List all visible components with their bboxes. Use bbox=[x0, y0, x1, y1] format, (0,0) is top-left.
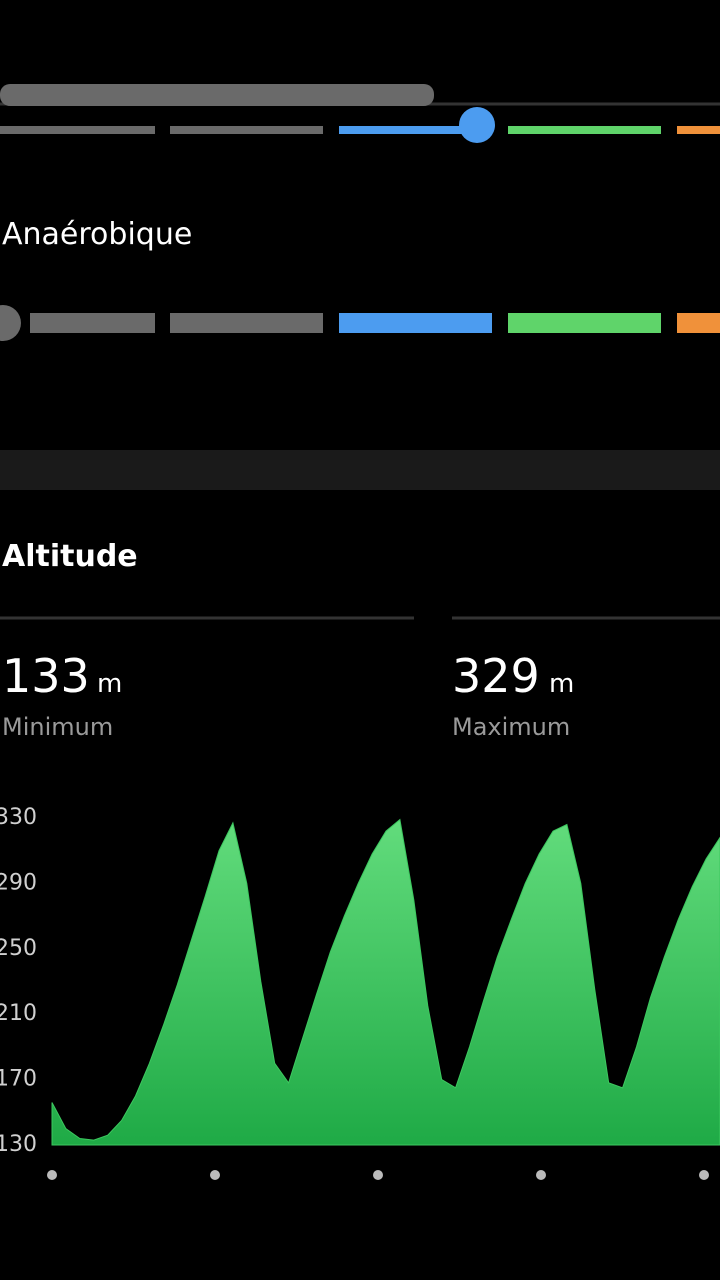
zone-segment bbox=[339, 313, 492, 333]
x-dot bbox=[210, 1170, 220, 1180]
zone-indicator bbox=[0, 305, 21, 341]
zone-segment bbox=[508, 126, 661, 134]
zone-segment bbox=[170, 313, 323, 333]
stat-label: Minimum bbox=[2, 713, 113, 741]
stat-value: 329 bbox=[452, 649, 540, 703]
x-dot bbox=[699, 1170, 709, 1180]
stat-label: Maximum bbox=[452, 713, 570, 741]
zone-segment bbox=[677, 126, 720, 134]
zone-segment bbox=[170, 126, 323, 134]
y-tick-label: 290 bbox=[0, 870, 37, 895]
zone-segment bbox=[0, 126, 155, 134]
zone-segment bbox=[677, 313, 720, 333]
y-tick-label: 210 bbox=[0, 1001, 37, 1026]
stat-unit: m bbox=[549, 669, 574, 699]
y-tick-label: 250 bbox=[0, 936, 37, 961]
y-tick-label: 130 bbox=[0, 1132, 37, 1157]
y-tick-label: 170 bbox=[0, 1067, 37, 1092]
x-dot bbox=[373, 1170, 383, 1180]
zone-indicator bbox=[459, 107, 495, 143]
scroll-bar bbox=[0, 84, 434, 106]
altitude-chart: 330 290 250 210 170 130 bbox=[0, 805, 720, 1157]
section-divider bbox=[0, 450, 720, 490]
zone-label: Anaérobique bbox=[2, 217, 192, 252]
x-dot bbox=[47, 1170, 57, 1180]
x-dot bbox=[536, 1170, 546, 1180]
zone-bar-row bbox=[0, 305, 720, 341]
stat-unit: m bbox=[97, 669, 122, 699]
y-tick-label: 330 bbox=[0, 805, 37, 830]
x-axis-dots bbox=[47, 1170, 709, 1180]
section-title: Altitude bbox=[2, 539, 138, 574]
zone-segment bbox=[30, 313, 155, 333]
altitude-area bbox=[51, 818, 720, 1146]
stat-value: 133 bbox=[2, 649, 90, 703]
zone-segment bbox=[508, 313, 661, 333]
zone-segment bbox=[339, 126, 492, 134]
zone-bar-row bbox=[0, 107, 720, 143]
